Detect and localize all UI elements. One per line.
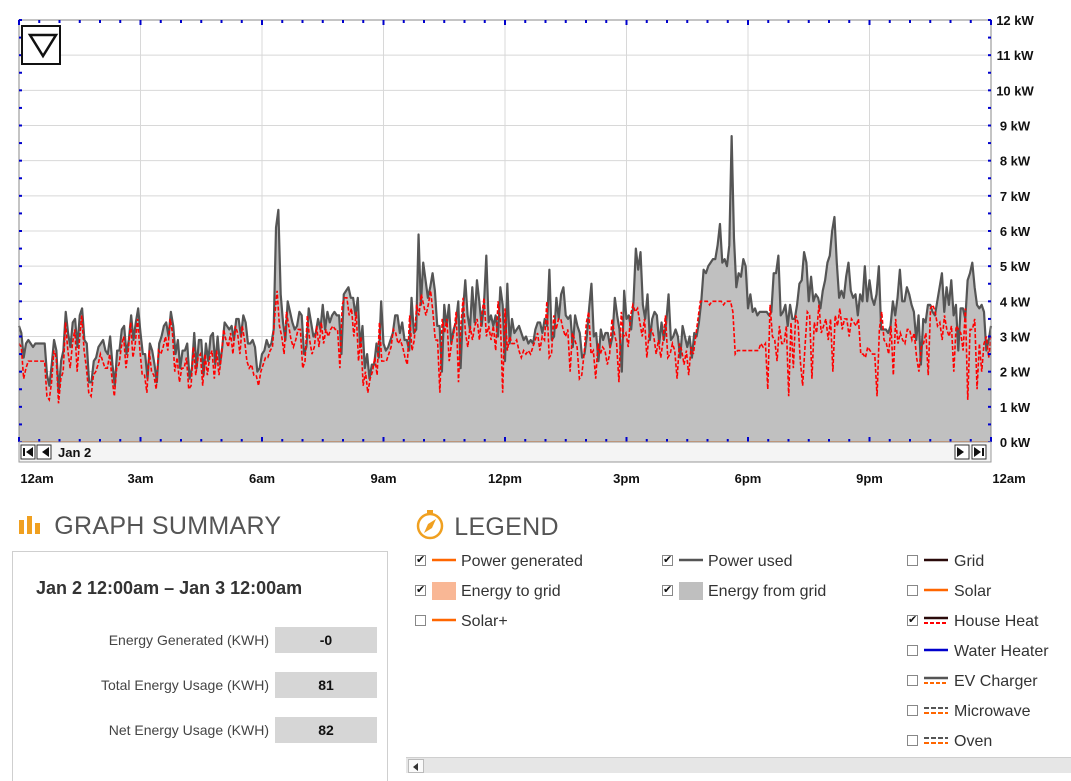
legend-swatch-icon — [924, 558, 948, 562]
legend-swatch-icon — [924, 588, 948, 592]
legend-label: Water Heater — [954, 643, 1049, 660]
legend-checkbox[interactable] — [907, 735, 918, 746]
legend-heading: LEGEND — [415, 509, 559, 542]
legend-label: Energy to grid — [461, 583, 561, 600]
arrow-left-icon — [413, 763, 418, 771]
y-tick-label: 4 kW — [1000, 294, 1031, 309]
nav-first-button[interactable] — [20, 444, 36, 460]
y-tick-label: 3 kW — [1000, 330, 1031, 345]
y-tick-label: 9 kW — [1000, 119, 1031, 134]
triangle-down-icon — [27, 33, 59, 59]
nav-next-button[interactable] — [954, 444, 970, 460]
legend-checkbox[interactable] — [907, 555, 918, 566]
chart-options-dropdown-button[interactable] — [21, 25, 61, 65]
y-tick-label: 6 kW — [1000, 224, 1031, 239]
graph-summary-heading: GRAPH SUMMARY — [17, 511, 281, 541]
legend-swatch-icon — [924, 616, 948, 624]
y-tick-label: 5 kW — [1000, 259, 1031, 274]
x-tick-label: 6am — [249, 471, 275, 486]
legend-swatch-icon — [432, 582, 456, 600]
legend-label: House Heat — [954, 613, 1039, 630]
bar-icon — [23, 448, 25, 456]
legend-checkbox[interactable]: ✔ — [415, 554, 426, 566]
y-tick-label: 10 kW — [996, 83, 1034, 98]
series-house-heat — [18, 290, 992, 404]
legend-swatch-icon — [924, 707, 948, 714]
legend-label: Microwave — [954, 703, 1031, 720]
x-tick-label: 12pm — [488, 471, 522, 486]
arrow-left-icon — [26, 447, 33, 457]
y-tick-label: 1 kW — [1000, 400, 1031, 415]
nav-prev-button[interactable] — [36, 444, 52, 460]
legend-checkbox[interactable] — [415, 615, 426, 626]
summary-label: Total Energy Usage (KWH) — [100, 677, 269, 693]
legend-label: EV Charger — [954, 673, 1038, 690]
arrow-right-icon — [957, 447, 964, 457]
navigator-bar — [18, 441, 992, 463]
graph-summary-title: GRAPH SUMMARY — [54, 512, 282, 540]
legend-label: Solar+ — [461, 613, 508, 630]
legend-title: LEGEND — [454, 513, 559, 541]
arrow-left-icon — [42, 447, 49, 457]
summary-row-net-energy-usage: Net Energy Usage (KWH) 82 — [13, 717, 389, 743]
scroll-left-button[interactable] — [408, 759, 424, 773]
legend-label: Grid — [954, 553, 985, 570]
legend-checkbox[interactable] — [907, 645, 918, 656]
horizontal-scrollbar[interactable] — [406, 757, 1071, 773]
x-tick-label: 6pm — [735, 471, 762, 486]
legend-swatch-icon — [924, 648, 948, 652]
legend-swatch-icon — [432, 618, 456, 622]
summary-row-total-energy-usage: Total Energy Usage (KWH) 81 — [13, 672, 389, 698]
legend-swatch-icon — [679, 558, 703, 562]
legend-checkbox[interactable]: ✔ — [662, 584, 673, 596]
x-tick-label: 9pm — [856, 471, 883, 486]
bar-chart-icon — [19, 516, 40, 534]
legend-label: Power generated — [461, 553, 583, 570]
y-tick-label: 12 kW — [996, 13, 1034, 28]
legend-label: Oven — [954, 733, 993, 750]
y-tick-label: 11 kW — [997, 48, 1035, 63]
nav-date-label: Jan 2 — [58, 445, 91, 460]
y-tick-label: 8 kW — [1000, 154, 1031, 169]
x-tick-label: 3am — [127, 471, 153, 486]
legend-checkbox[interactable]: ✔ — [415, 584, 426, 596]
arrow-right-icon — [974, 447, 981, 457]
x-tick-label: 12am — [992, 471, 1025, 486]
legend-swatch-icon — [924, 737, 948, 744]
legend-checkbox[interactable]: ✔ — [907, 614, 918, 626]
summary-label: Net Energy Usage (KWH) — [108, 722, 269, 738]
summary-value: -0 — [275, 627, 377, 653]
compass-icon — [416, 510, 444, 540]
legend-label: Power used — [708, 553, 793, 570]
legend-swatch-icon — [679, 582, 703, 600]
series-power-used — [17, 134, 993, 394]
legend-swatch-icon — [924, 676, 948, 684]
summary-value: 82 — [275, 717, 377, 743]
x-tick-label: 12am — [20, 471, 53, 486]
power-chart: 12 kW 11 kW 10 kW 9 kW 8 kW 7 kW 6 kW 5 kW 4 kW 3… — [17, 13, 1035, 486]
x-tick-label: 3pm — [613, 471, 640, 486]
summary-label: Energy Generated (KWH) — [108, 632, 269, 648]
energy-from-grid-area — [19, 136, 991, 443]
y-tick-label: 7 kW — [1000, 189, 1031, 204]
summary-value: 81 — [275, 672, 377, 698]
legend-label: Energy from grid — [708, 583, 827, 600]
summary-date-range: Jan 2 12:00am – Jan 3 12:00am — [36, 578, 303, 598]
legend-checkbox[interactable] — [907, 675, 918, 686]
legend-checkbox[interactable] — [907, 585, 918, 596]
y-tick-label: 2 kW — [1000, 365, 1031, 380]
legend-label: Solar — [954, 583, 992, 600]
graph-summary-panel: Jan 2 12:00am – Jan 3 12:00am Energy Gen… — [12, 551, 388, 781]
legend-checkbox[interactable]: ✔ — [662, 554, 673, 566]
x-tick-label: 9am — [370, 471, 396, 486]
y-tick-label: 0 kW — [1000, 435, 1031, 450]
bar-icon — [982, 448, 984, 456]
legend-checkbox[interactable] — [907, 705, 918, 716]
summary-row-energy-generated: Energy Generated (KWH) -0 — [13, 627, 389, 653]
legend-swatch-icon — [432, 558, 456, 562]
nav-last-button[interactable] — [971, 444, 987, 460]
